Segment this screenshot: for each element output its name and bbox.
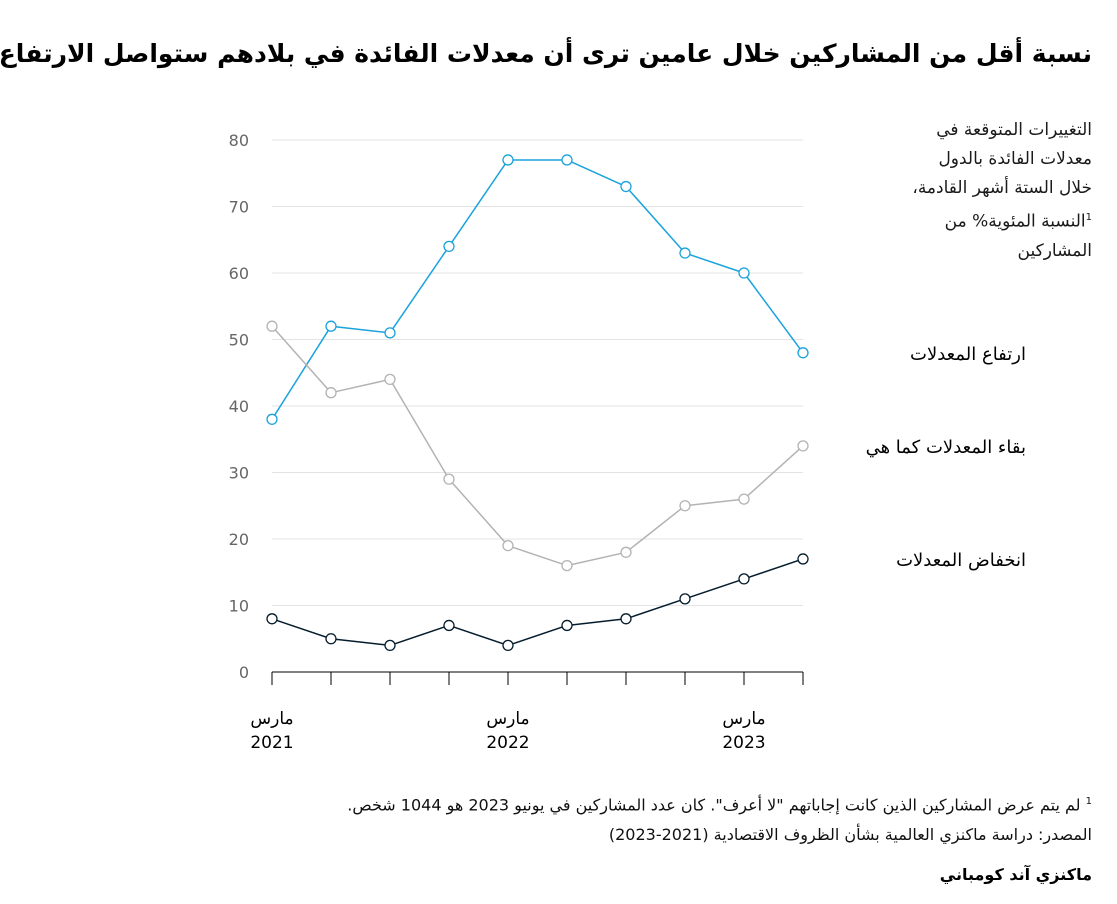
data-point [266, 613, 278, 625]
data-point [561, 619, 573, 632]
footnotes: 1 لم يتم عرض المشاركين الذين كانت إجابات… [92, 787, 1092, 850]
data-point [561, 559, 573, 572]
data-point [443, 619, 455, 632]
data-point [620, 613, 632, 625]
data-point [679, 593, 691, 605]
data-point [384, 639, 396, 652]
y-tick-label: 30 [229, 464, 249, 483]
data-point [384, 373, 396, 386]
series-line [271, 558, 804, 647]
data-point [266, 413, 278, 425]
y-tick-label: 50 [229, 331, 249, 350]
data-point [679, 247, 691, 259]
data-point [325, 387, 337, 399]
y-tick-label: 10 [229, 597, 249, 616]
data-point [738, 573, 750, 585]
x-tick-label-month: مارس [250, 709, 293, 729]
data-point [325, 633, 337, 645]
data-point [797, 440, 809, 452]
data-point [443, 240, 455, 253]
y-tick-label: 40 [229, 397, 249, 416]
line-chart: 0 10 20 30 40 50 60 70 80 مارس 2021 مارس 2022 مارس 20… [229, 131, 1026, 753]
series-label: بقاء المعدلات كما هي [866, 437, 1026, 458]
caption-line-4-text: النسبة المئوية% من [944, 211, 1086, 232]
y-tick-label: 80 [229, 131, 249, 150]
data-point [679, 500, 691, 512]
x-tick-label-year: 2023 [722, 733, 765, 753]
series-line [271, 325, 804, 567]
source-note: المصدر: دراسة ماكنزي العالمية بشأن الظرو… [608, 825, 1092, 845]
data-point [561, 154, 573, 166]
y-tick-label: 60 [229, 264, 249, 283]
data-point [266, 320, 278, 332]
data-point [620, 180, 632, 193]
caption-line-5: المشاركين [1017, 240, 1092, 261]
footnote-text: لم يتم عرض المشاركين الذين كانت إجاباتهم… [347, 795, 1081, 815]
series-labels: ارتفاع المعدلات بقاء المعدلات كما هي انخفا… [866, 344, 1026, 571]
data-point [738, 493, 750, 505]
x-tick-label-year: 2022 [486, 733, 529, 753]
gridlines [272, 139, 803, 606]
page-title: نسبة أقل من المشاركين خلال عامين ترى أن … [0, 39, 1092, 68]
series-label: ارتفاع المعدلات [910, 344, 1026, 365]
x-tick-label-month: مارس [486, 709, 529, 729]
caption-line-1: التغييرات المتوقعة في [936, 120, 1092, 140]
caption-footnote-marker: 1 [1085, 212, 1092, 223]
data-point [384, 327, 396, 339]
x-axis: مارس 2021 مارس 2022 مارس 2023 [250, 671, 804, 753]
y-tick-label: 0 [239, 663, 249, 682]
x-tick-label-year: 2021 [250, 733, 293, 753]
y-tick-label: 70 [229, 198, 249, 217]
data-point [325, 320, 337, 332]
series-group [266, 154, 809, 425]
series-line [271, 159, 804, 420]
data-point [443, 473, 455, 485]
data-point [738, 267, 750, 279]
y-axis-tick-labels: 0 10 20 30 40 50 60 70 80 [229, 131, 249, 682]
data-point [502, 540, 514, 552]
caption-line-2: معدلات الفائدة بالدول [938, 149, 1092, 169]
series-lines [266, 154, 809, 652]
caption-line-4: 1النسبة المئوية% من [862, 203, 1092, 237]
brand-name: ماكنزي آند كومباني [939, 865, 1092, 884]
y-tick-label: 20 [229, 530, 249, 549]
series-group [266, 320, 809, 572]
data-point [502, 154, 514, 166]
series-label: انخفاض المعدلات [896, 550, 1026, 571]
data-point [502, 639, 514, 652]
data-point [797, 553, 809, 565]
x-tick-label-month: مارس [722, 709, 765, 729]
series-group [266, 553, 809, 652]
data-point [620, 546, 632, 558]
chart-caption: التغييرات المتوقعة في معدلات الفائدة بال… [862, 116, 1092, 266]
data-point [797, 347, 809, 359]
footnote-marker: 1 [1085, 796, 1092, 807]
caption-line-3: خلال الستة أشهر القادمة، [912, 178, 1092, 198]
footnote-1: 1 لم يتم عرض المشاركين الذين كانت إجابات… [92, 787, 1092, 820]
